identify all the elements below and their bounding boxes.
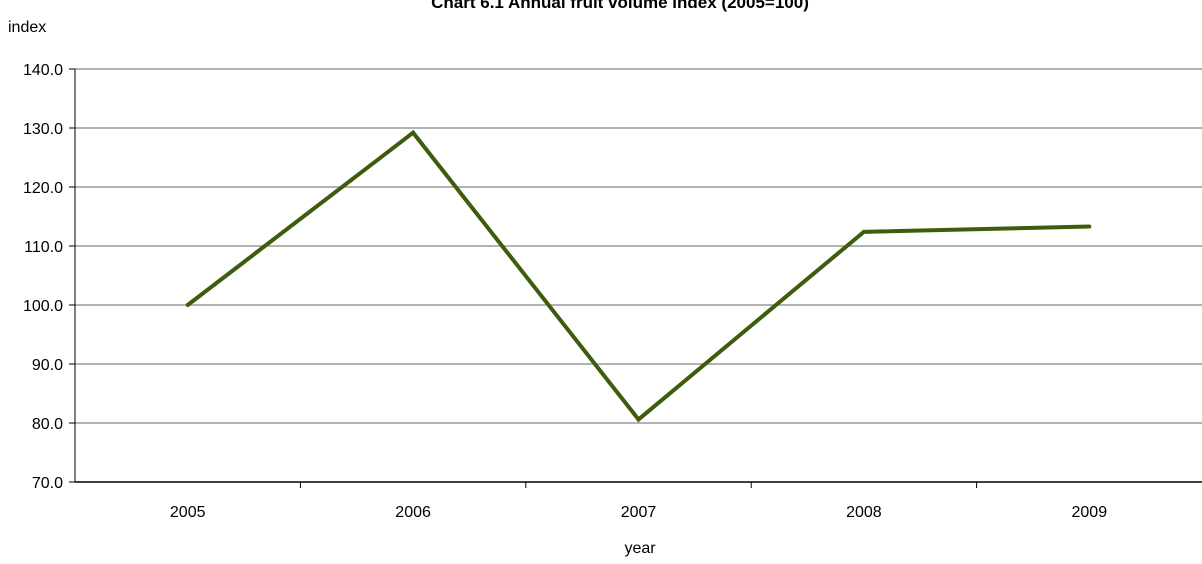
y-tick-label-3: 100.0: [23, 298, 63, 315]
x-axis-label: year: [624, 540, 656, 557]
tick-labels: 70.0 80.0 90.0 100.0 110.0 120.0 130.0 140.0 200…: [23, 62, 1107, 521]
y-tick-label-1: 80.0: [32, 416, 63, 433]
y-tick-label-4: 110.0: [24, 239, 63, 256]
series-line-0: [186, 129, 1090, 423]
y-tick-label-2: 90.0: [32, 357, 63, 374]
grid-lines: [75, 68, 1202, 424]
x-tick-label-1: 2006: [395, 504, 431, 521]
data-point-0-0: [185, 303, 190, 307]
x-tick-label-4: 2009: [1072, 504, 1108, 521]
y-tick-label-0: 70.0: [32, 475, 63, 492]
data-point-0-3: [861, 229, 866, 234]
y-tick-label-5: 120.0: [23, 180, 63, 197]
y-tick-label-7: 140.0: [23, 62, 63, 79]
axes: [69, 68, 1202, 488]
x-tick-label-2: 2007: [621, 504, 657, 521]
series-lines: [185, 129, 1092, 423]
data-point-0-1: [411, 130, 416, 135]
data-point-0-2: [636, 417, 641, 422]
chart-title: Chart 6.1 Annual fruit volume index (200…: [431, 0, 809, 12]
y-tick-label-6: 130.0: [23, 121, 63, 138]
x-tick-label-0: 2005: [170, 504, 206, 521]
data-point-0-4: [1087, 224, 1092, 229]
x-tick-label-3: 2008: [846, 504, 882, 521]
y-axis-label: index: [8, 19, 46, 36]
